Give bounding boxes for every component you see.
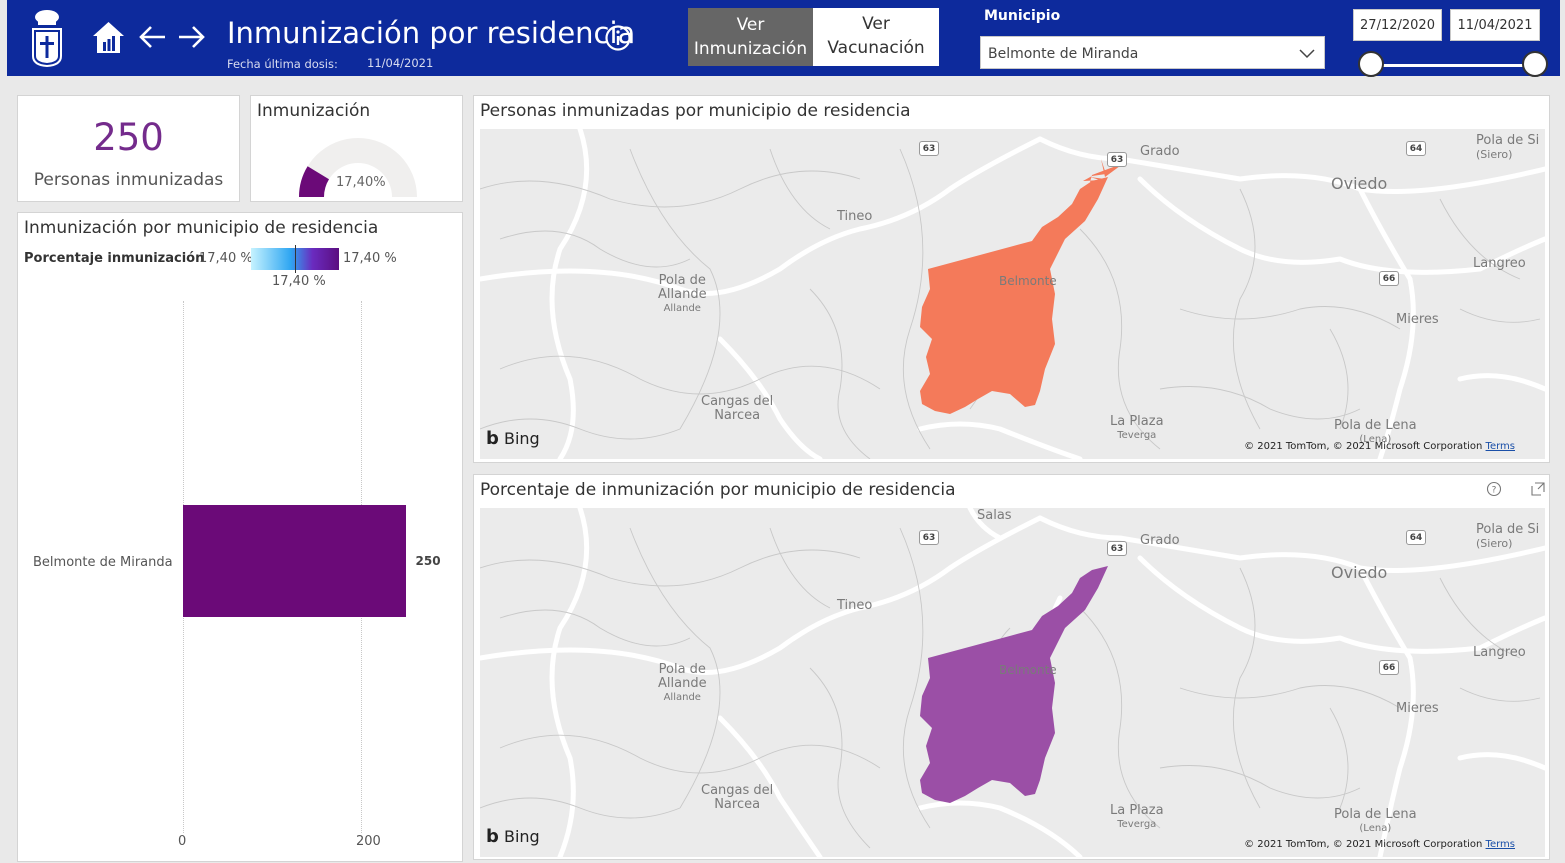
gauge-chart [299, 138, 417, 197]
road-shield-63: 63 [919, 141, 939, 156]
home-icon[interactable] [91, 20, 126, 55]
page-title: Inmunización por residencia [227, 16, 636, 50]
map-label-tineo: Tineo [837, 209, 873, 224]
municipio-label: Municipio [984, 8, 1061, 24]
bar-chart-panel: Inmunización por municipio de residencia… [17, 212, 463, 862]
date-to-input[interactable]: 11/04/2021 [1450, 9, 1540, 41]
map2-copyright: © 2021 TomTom, © 2021 Microsoft Corporat… [1244, 839, 1515, 850]
map-label-oviedo: Oviedo [1331, 563, 1388, 582]
map2-municipality-polygon [920, 566, 1108, 803]
date-range-slider-track[interactable] [1372, 64, 1535, 67]
header-bar: Inmunización por residencia Fecha última… [7, 0, 1560, 77]
road-shield-63b: 63 [1107, 152, 1127, 167]
view-immunization-line1: Ver [736, 15, 765, 35]
municipio-selected-value: Belmonte de Miranda [988, 46, 1139, 62]
back-arrow-icon[interactable] [138, 22, 168, 52]
road-shield-64: 64 [1406, 141, 1426, 156]
view-immunization-button[interactable]: Ver Inmunización [688, 8, 813, 66]
date-range-start-handle[interactable] [1358, 51, 1384, 77]
svg-text:?: ? [1492, 486, 1497, 496]
map-label-pola-siero: Pola de Si (Siero) [1476, 522, 1540, 551]
view-vaccination-line1: Ver [862, 14, 890, 34]
legend-marker [295, 245, 296, 273]
map-label-cangas: Cangas del Narcea [701, 783, 774, 812]
bar-chart-area: 0 200 Belmonte de Miranda 250 [18, 213, 464, 863]
map-label-langreo: Langreo [1473, 645, 1526, 660]
map2-title: Porcentaje de inmunización por municipio… [480, 480, 956, 500]
x-axis-tick: 200 [356, 834, 381, 849]
gauge-card: Inmunización 17,40% [250, 95, 463, 202]
map-label-pola-lena: Pola de Lena (Lena) [1334, 807, 1417, 835]
map-label-la-plaza: La Plaza Teverga [1110, 803, 1164, 831]
gauge-title: Inmunización [257, 101, 371, 121]
legend-current-value: 17,40 % [272, 274, 326, 289]
map2-background [480, 508, 1545, 857]
last-dose-label: Fecha última dosis: [227, 57, 338, 71]
map-label-oviedo: Oviedo [1331, 174, 1388, 193]
map-label-mieres: Mieres [1396, 701, 1439, 716]
bing-logo: b Bing [486, 428, 540, 449]
terms-link[interactable]: Terms [1485, 839, 1515, 850]
map-label-pola-siero: Pola de Si (Siero) [1476, 133, 1540, 162]
bar-category-label: Belmonte de Miranda [33, 555, 173, 570]
view-vaccination-button[interactable]: Ver Vacunación [813, 8, 939, 66]
gauge-fill-arc [299, 166, 329, 197]
map-label-tineo: Tineo [837, 598, 873, 613]
date-range-end-handle[interactable] [1522, 51, 1548, 77]
chevron-down-icon [1299, 49, 1315, 59]
bar-chart-title: Inmunización por municipio de residencia [24, 218, 379, 238]
map-label-pola-allande: Pola de Allande Allande [658, 273, 707, 315]
gauge-background-arc [299, 138, 417, 197]
road-shield-63b: 63 [1107, 541, 1127, 556]
terms-link[interactable]: Terms [1485, 441, 1515, 452]
map1-copyright: © 2021 TomTom, © 2021 Microsoft Corporat… [1244, 441, 1515, 452]
map-label-pola-allande: Pola de Allande Allande [658, 662, 707, 704]
map-label-belmonte: Belmonte [999, 663, 1057, 677]
x-axis-tick: 0 [178, 834, 187, 849]
map-label-grado: Grado [1140, 144, 1180, 159]
map1-municipality-polygon [920, 177, 1108, 414]
road-shield-66: 66 [1379, 660, 1399, 675]
bar[interactable] [183, 505, 406, 617]
map1-background [480, 129, 1545, 459]
municipio-dropdown[interactable]: Belmonte de Miranda [980, 36, 1325, 69]
kpi-card: 250 Personas inmunizadas [17, 95, 240, 202]
map-label-mieres: Mieres [1396, 312, 1439, 327]
date-from-input[interactable]: 27/12/2020 [1353, 9, 1442, 41]
road-shield-63: 63 [919, 530, 939, 545]
kpi-label: Personas inmunizadas [33, 170, 224, 190]
gauge-value-label: 17,40% [336, 175, 386, 190]
map1-canvas[interactable]: 63 63 64 66 Grado Tineo Oviedo Pola de S… [480, 129, 1545, 459]
map-label-cangas: Cangas del Narcea [701, 394, 774, 423]
map-label-la-plaza: La Plaza Teverga [1110, 414, 1164, 442]
legend-max-value: 17,40 % [343, 251, 397, 266]
map-label-pola-lena: Pola de Lena (Lena) [1334, 418, 1417, 446]
view-immunization-line2: Inmunización [693, 39, 808, 59]
road-shield-66: 66 [1379, 271, 1399, 286]
legend-min-value: 17,40 % [199, 251, 253, 266]
last-dose-date: 11/04/2021 [367, 56, 434, 70]
legend-title: Porcentaje inmunización [24, 251, 205, 266]
bing-logo: b Bing [486, 826, 540, 847]
map1-municipality-shape [1083, 159, 1124, 182]
map2-panel: Porcentaje de inmunización por municipio… [473, 474, 1550, 860]
coat-of-arms-icon [32, 10, 62, 67]
kpi-value: 250 [93, 116, 164, 159]
focus-mode-icon[interactable] [1530, 481, 1546, 497]
map-label-salas: Salas [977, 508, 1012, 523]
forward-arrow-icon[interactable] [176, 22, 206, 52]
road-shield-64: 64 [1406, 530, 1426, 545]
bar-data-label: 250 [415, 554, 441, 568]
map-label-langreo: Langreo [1473, 256, 1526, 271]
map1-title: Personas inmunizadas por municipio de re… [480, 101, 911, 121]
map-label-grado: Grado [1140, 533, 1180, 548]
info-icon[interactable] [604, 24, 632, 52]
help-icon[interactable]: ? [1486, 481, 1502, 497]
map-label-belmonte: Belmonte [999, 274, 1057, 288]
view-vaccination-line2: Vacunación [827, 38, 925, 58]
map1-panel: Personas inmunizadas por municipio de re… [473, 95, 1550, 463]
map2-canvas[interactable]: Salas 63 63 64 66 Grado Tineo Oviedo Pol… [480, 508, 1545, 857]
